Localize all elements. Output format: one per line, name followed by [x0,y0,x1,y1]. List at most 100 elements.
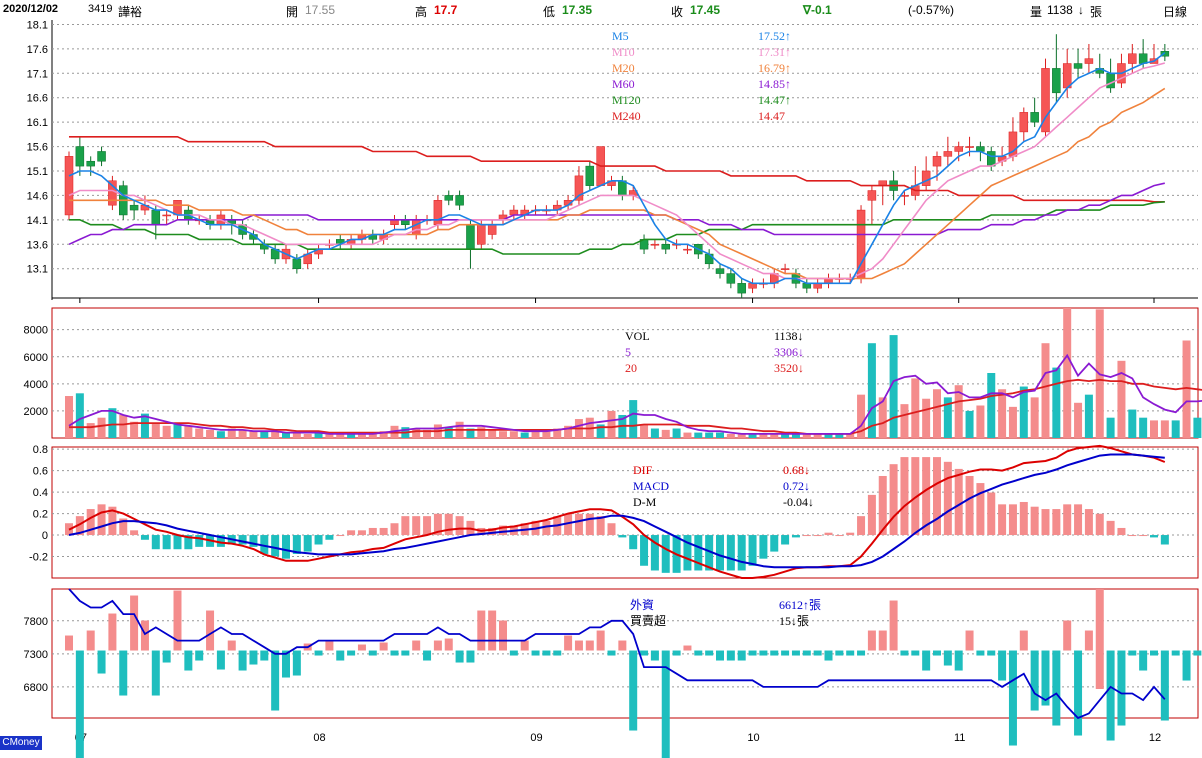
foreign-bar [574,640,583,651]
open-value: 17.55 [305,3,336,17]
macd-histogram-bar [1074,504,1083,536]
price-ytick: 17.1 [27,68,48,80]
candle-body [75,146,85,167]
price-ytick: 14.1 [27,215,48,227]
volume-bar [661,429,670,438]
volume-ma5-line [68,353,1202,435]
foreign-bar [618,640,627,651]
candle-body [1128,53,1137,64]
volume-bar [347,433,356,438]
foreign-bar [748,650,757,656]
quote-header: 2020/12/02 3419 譁裕 開 17.55 高 17.7 低 17.3… [0,0,1202,20]
macd-histogram-bar [813,535,822,537]
foreign-bar [1084,630,1093,651]
macd-histogram-bar [726,535,735,571]
macd-histogram-bar [488,527,497,536]
foreign-bar [455,650,464,663]
month-label: 08 [313,732,325,744]
volume-bar [629,400,638,438]
close-value: 17.45 [690,3,721,17]
foreign-bar [379,642,388,651]
volume-bar [694,432,703,438]
foreign-bar [433,640,442,651]
macd-histogram-bar [846,532,855,536]
volume-bar [1084,394,1093,438]
volume-bar [889,335,898,438]
macd-histogram-bar [401,516,410,536]
foreign-bar [672,650,681,656]
candle-body [1073,63,1083,69]
foreign-bar [726,650,735,661]
volume-value: 1138 [1047,3,1073,17]
foreign-bar [86,630,95,651]
foreign-bar [564,635,573,651]
macd-histogram-bar [140,535,149,540]
foreign-bar [585,640,594,651]
foreign-bar [357,644,366,651]
foreign-bar [216,650,225,670]
volume-bar [954,385,963,438]
volume-bar [368,432,377,438]
foreign-bar [292,650,301,676]
volume-legend-name: 5 [625,345,631,359]
volume-bar [1117,360,1126,438]
volume-bar [705,432,714,438]
volume-bar [867,343,876,438]
macd-histogram-bar [423,516,432,536]
volume-bar [423,429,432,438]
period-selector[interactable]: 日線 [1163,5,1188,19]
candle-body [965,146,974,148]
foreign-bar [542,650,551,656]
macd-ytick: -0.2 [29,552,48,564]
macd-histogram-bar [1139,535,1148,537]
foreign-bar [835,650,844,656]
macd-histogram-bar [987,492,996,536]
foreign-bar [846,650,855,656]
candle-body [411,219,421,235]
candle-body [661,244,670,250]
foreign-bar [1019,630,1028,651]
macd-histogram-bar [759,535,768,559]
candle-body [932,156,942,167]
macd-histogram-bar [433,513,442,536]
foreign-bar [694,650,703,656]
volume-bar [206,429,215,438]
volume-bar [1063,308,1072,438]
volume-bar [1041,343,1050,438]
macd-histogram-bar [1041,509,1050,536]
volume-bar [965,410,974,438]
foreign-bar [499,620,507,651]
volume-bar [97,417,106,438]
foreign-bar [65,635,73,651]
foreign-bar [1041,650,1050,706]
foreign-bar [1117,650,1126,726]
macd-histogram-bar [943,461,952,536]
foreign-bar [1052,650,1061,726]
macd-histogram-bar [292,535,301,554]
foreign-bar [466,650,475,663]
macd-histogram-bar [1150,535,1158,538]
price-ytick: 14.6 [27,190,48,202]
volume-bar [509,431,518,438]
ma120-line [69,201,1165,255]
volume-bar [900,404,909,438]
macd-histogram-bar [314,535,323,545]
volume-bar [238,429,247,438]
macd-histogram-bar [108,506,117,536]
candle-body [1052,68,1061,94]
volume-bar [1019,386,1028,438]
foreign-bar [130,595,139,651]
volume-bar [1182,340,1191,438]
ma-legend-name: M10 [612,45,635,59]
macd-ytick: 0.8 [33,444,48,456]
macd-histogram-bar [238,535,247,545]
macd-histogram-bar [607,523,616,536]
candle-body [108,180,117,206]
candle-body [683,248,692,251]
candle-body [173,200,182,216]
foreign-bar [368,650,377,656]
close-label: 收 [671,5,684,19]
volume-bar [119,414,128,438]
volume-bar [791,433,800,438]
